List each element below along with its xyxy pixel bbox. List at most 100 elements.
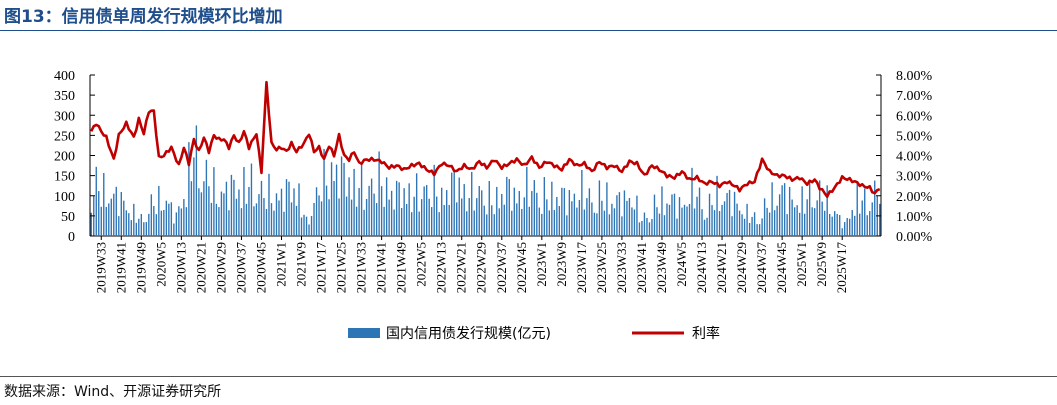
x-tick-label: 2025W9	[814, 242, 829, 287]
right-tick-label: 2.00%	[896, 190, 933, 205]
issuance-bar	[641, 220, 643, 236]
issuance-bar	[456, 202, 458, 236]
issuance-bar	[766, 207, 768, 236]
issuance-bar	[315, 187, 318, 236]
issuance-bar	[801, 186, 803, 236]
issuance-bar	[108, 203, 110, 236]
issuance-bar	[493, 214, 495, 236]
x-tick-label: 2020W37	[233, 242, 248, 294]
rate-line	[90, 80, 881, 199]
issuance-bar	[511, 210, 513, 236]
issuance-bar	[598, 180, 601, 236]
issuance-bar	[360, 161, 363, 236]
issuance-bar	[418, 211, 420, 236]
issuance-bar	[618, 192, 621, 236]
issuance-bar	[175, 212, 178, 236]
issuance-bar	[746, 203, 748, 236]
issuance-bar	[158, 185, 160, 236]
issuance-bar	[145, 222, 148, 236]
x-tick-label: 2023W25	[594, 242, 609, 293]
issuance-bar	[423, 186, 425, 236]
issuance-bar	[248, 186, 250, 236]
issuance-bar	[471, 171, 473, 236]
issuance-bar	[861, 200, 863, 236]
issuance-bar	[265, 208, 268, 236]
issuance-bar	[526, 166, 528, 236]
issuance-bar	[829, 214, 831, 236]
combo-chart: 0 50 100 150 200 250 300 350 400 0.00% 1.00% 2.00%…	[54, 69, 933, 342]
x-axis-labels: 2019W33 2019W41 2019W49 2020W5 2020W13 2020W2…	[93, 236, 849, 293]
issuance-bar	[761, 218, 763, 236]
issuance-bar	[405, 204, 408, 236]
right-tick-label: 1.00%	[896, 210, 933, 225]
issuance-bar	[839, 215, 841, 236]
issuance-bar	[270, 203, 273, 236]
issuance-bar	[310, 215, 313, 236]
issuance-bar	[561, 187, 563, 236]
issuance-bar	[393, 209, 395, 236]
issuance-bar	[98, 191, 100, 236]
issuance-bar	[408, 183, 410, 236]
issuance-bar	[235, 198, 238, 236]
issuance-bar	[288, 181, 290, 236]
issuance-bar	[706, 217, 708, 236]
issuance-bar	[325, 185, 328, 236]
issuance-bar	[533, 180, 535, 236]
issuance-bar	[776, 205, 778, 236]
issuance-bar	[245, 203, 248, 236]
issuance-bar	[113, 193, 115, 236]
issuance-bar	[756, 224, 758, 236]
issuance-bar	[846, 217, 848, 236]
issuance-bar	[736, 203, 738, 236]
issuance-bar	[105, 206, 107, 236]
issuance-bar	[856, 182, 858, 236]
issuance-bar	[693, 208, 696, 236]
issuance-bar	[115, 186, 117, 236]
issuance-bar	[213, 167, 215, 236]
issuance-bar	[400, 207, 403, 236]
issuance-bar	[453, 170, 455, 236]
issuance-bar	[446, 190, 448, 236]
issuance-bar	[438, 212, 440, 236]
title-rule	[0, 30, 1057, 31]
issuance-bar	[163, 210, 165, 236]
issuance-bar	[368, 185, 370, 236]
issuance-bar	[143, 222, 145, 236]
issuance-bar	[90, 212, 92, 236]
issuance-bar	[711, 205, 713, 236]
issuance-bar	[370, 178, 373, 236]
left-tick-label: 400	[54, 69, 75, 84]
issuance-bar	[463, 184, 465, 236]
issuance-bar	[193, 157, 195, 236]
issuance-bar	[778, 194, 781, 236]
issuance-bar	[728, 189, 731, 236]
left-tick-label: 150	[54, 170, 75, 185]
issuance-bar	[385, 177, 388, 236]
issuance-bar	[603, 210, 606, 236]
x-tick-label: 2020W29	[213, 242, 228, 293]
issuance-bar	[691, 167, 693, 236]
issuance-bar	[758, 224, 761, 236]
issuance-bar	[155, 214, 158, 236]
issuance-bar	[638, 222, 641, 236]
issuance-bar	[591, 202, 593, 236]
x-tick-label: 2020W21	[193, 242, 208, 293]
x-tick-label: 2023W33	[614, 242, 629, 293]
issuance-bar	[223, 193, 225, 236]
issuance-bar	[844, 222, 846, 236]
issuance-bar	[198, 188, 200, 236]
issuance-bar	[611, 203, 613, 236]
issuance-bar	[834, 211, 836, 236]
issuance-bar	[253, 206, 255, 236]
issuance-bar	[278, 200, 280, 236]
issuance-bar	[208, 186, 210, 236]
issuance-bar	[583, 209, 586, 236]
issuance-bar	[513, 187, 515, 236]
issuance-bar	[708, 193, 711, 236]
x-tick-label: 2024W45	[774, 242, 789, 293]
issuance-bar	[338, 198, 340, 236]
left-tick-label: 300	[54, 109, 75, 124]
issuance-bar	[168, 203, 170, 236]
issuance-bar	[160, 210, 163, 236]
issuance-bar	[831, 216, 833, 236]
